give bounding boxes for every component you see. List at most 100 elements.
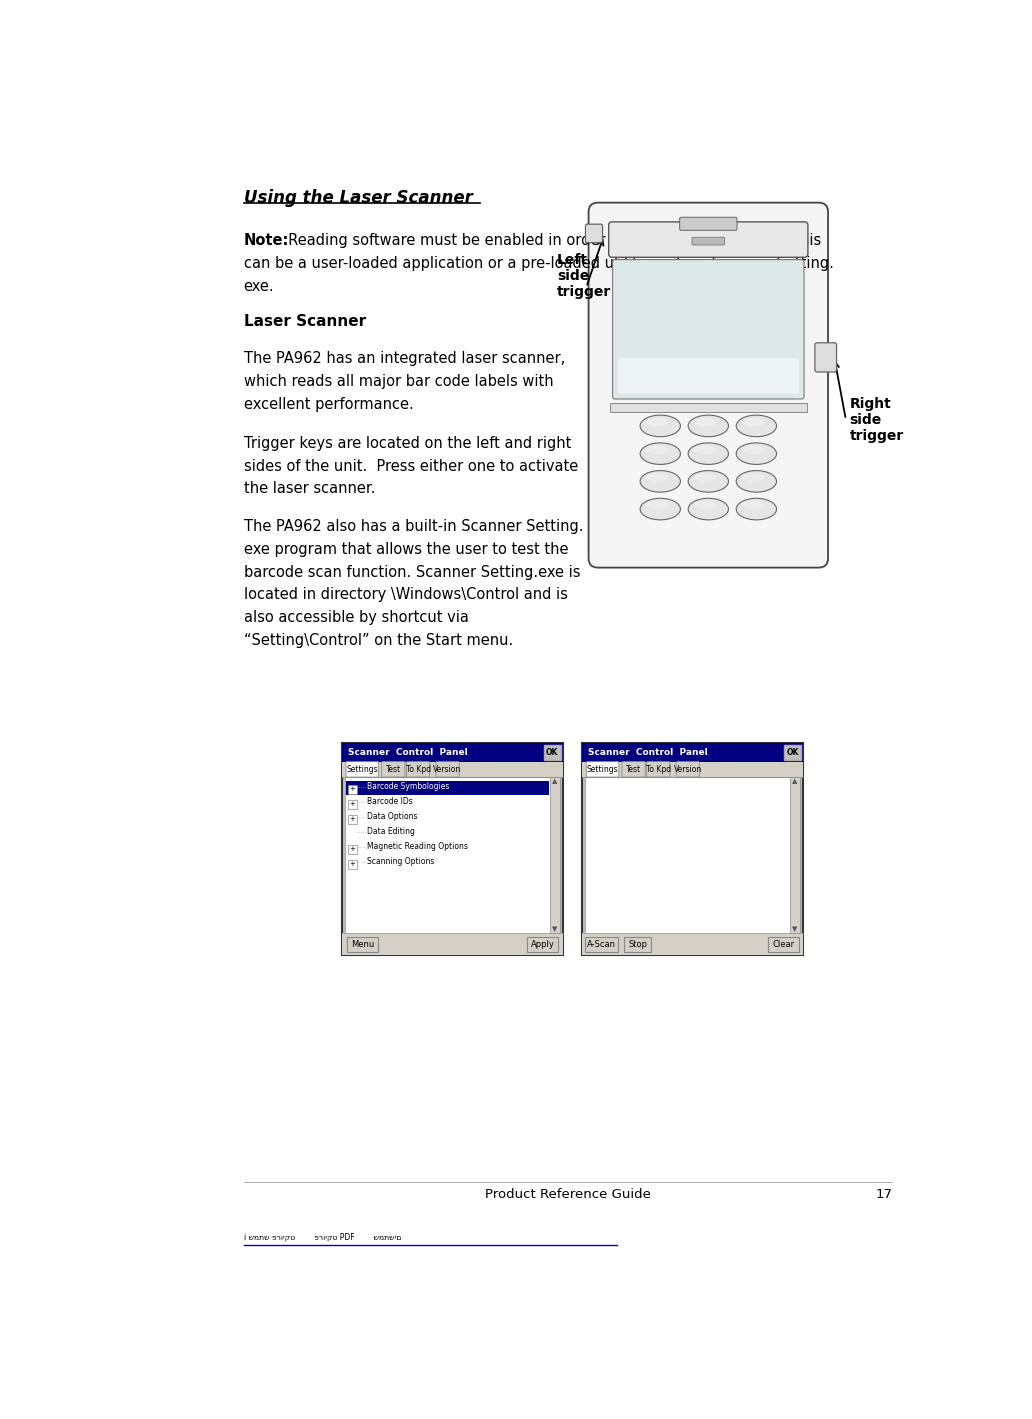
FancyBboxPatch shape — [436, 762, 459, 778]
Ellipse shape — [640, 443, 680, 464]
Text: Clear: Clear — [772, 939, 795, 949]
Ellipse shape — [742, 417, 765, 426]
Ellipse shape — [695, 417, 716, 426]
Text: +: + — [350, 786, 356, 792]
Text: Right
side
trigger: Right side trigger — [849, 397, 904, 443]
Text: ▼: ▼ — [793, 927, 798, 932]
Text: Apply: Apply — [530, 939, 555, 949]
Bar — [349, 800, 357, 809]
FancyBboxPatch shape — [680, 217, 737, 230]
Text: 17: 17 — [875, 1188, 893, 1202]
Bar — [349, 860, 357, 868]
Text: Scanner  Control  Panel: Scanner Control Panel — [348, 748, 467, 756]
FancyBboxPatch shape — [586, 762, 619, 778]
Text: Data Editing: Data Editing — [367, 827, 415, 836]
Bar — [544, 745, 560, 759]
Text: Stop: Stop — [628, 939, 647, 949]
Text: Note:: Note: — [244, 233, 289, 248]
FancyBboxPatch shape — [585, 224, 603, 243]
Text: A-Scan: A-Scan — [587, 939, 616, 949]
Text: Magnetic Reading Options: Magnetic Reading Options — [367, 843, 467, 851]
Text: +: + — [350, 861, 356, 867]
Text: ▼: ▼ — [552, 927, 557, 932]
Ellipse shape — [736, 498, 776, 519]
Ellipse shape — [695, 446, 716, 454]
Ellipse shape — [695, 473, 716, 482]
Ellipse shape — [646, 446, 669, 454]
Bar — [624, 937, 651, 952]
Text: exe.: exe. — [244, 280, 275, 294]
FancyBboxPatch shape — [609, 221, 808, 257]
FancyBboxPatch shape — [622, 762, 645, 778]
Text: Trigger keys are located on the left and right: Trigger keys are located on the left and… — [244, 436, 571, 451]
FancyBboxPatch shape — [618, 359, 799, 393]
Text: Barcode Symbologies: Barcode Symbologies — [367, 782, 449, 792]
Text: exe program that allows the user to test the: exe program that allows the user to test… — [244, 542, 569, 556]
Ellipse shape — [688, 471, 729, 492]
FancyBboxPatch shape — [346, 762, 379, 778]
Text: Reading software must be enabled in order to operate the scanner.  This: Reading software must be enabled in orde… — [279, 233, 820, 248]
Bar — [346, 780, 549, 795]
Text: +: + — [350, 816, 356, 823]
Text: located in directory \Windows\Control and is: located in directory \Windows\Control an… — [244, 587, 568, 602]
Text: Scanner  Control  Panel: Scanner Control Panel — [588, 748, 708, 756]
Bar — [784, 745, 801, 759]
Text: ▲: ▲ — [552, 778, 557, 783]
Bar — [582, 934, 803, 955]
Bar — [349, 846, 357, 854]
Bar — [347, 937, 378, 952]
Ellipse shape — [688, 443, 729, 464]
Ellipse shape — [736, 416, 776, 437]
Text: The PA962 has an integrated laser scanner,: The PA962 has an integrated laser scanne… — [244, 352, 565, 366]
Text: Data Options: Data Options — [367, 813, 417, 822]
Text: To Kpd: To Kpd — [406, 765, 430, 773]
Text: Laser Scanner: Laser Scanner — [244, 314, 365, 329]
Bar — [343, 934, 563, 955]
Ellipse shape — [742, 473, 765, 482]
Text: Settings: Settings — [347, 765, 378, 773]
Text: sides of the unit.  Press either one to activate: sides of the unit. Press either one to a… — [244, 458, 578, 474]
Ellipse shape — [640, 416, 680, 437]
Bar — [585, 937, 618, 952]
Text: Test: Test — [626, 765, 641, 773]
Text: also accessible by shortcut via: also accessible by shortcut via — [244, 610, 469, 624]
Bar — [585, 778, 800, 934]
FancyBboxPatch shape — [692, 237, 724, 245]
Text: excellent performance.: excellent performance. — [244, 397, 414, 412]
Bar — [768, 937, 799, 952]
Text: Settings: Settings — [587, 765, 618, 773]
Text: OK: OK — [546, 748, 558, 756]
Text: To Kpd: To Kpd — [646, 765, 671, 773]
Ellipse shape — [742, 446, 765, 454]
Ellipse shape — [688, 416, 729, 437]
Text: Scanning Options: Scanning Options — [367, 857, 434, 867]
Text: barcode scan function. Scanner Setting.exe is: barcode scan function. Scanner Setting.e… — [244, 565, 580, 579]
Text: The PA962 also has a built-in Scanner Setting.: The PA962 also has a built-in Scanner Se… — [244, 519, 583, 534]
Text: can be a user-loaded application or a pre-loaded utility such as Scanner Setting: can be a user-loaded application or a pr… — [244, 257, 834, 271]
Text: Version: Version — [433, 765, 461, 773]
Bar — [343, 744, 563, 955]
Text: ▲: ▲ — [793, 778, 798, 783]
FancyBboxPatch shape — [382, 762, 405, 778]
Ellipse shape — [646, 473, 669, 482]
Text: which reads all major bar code labels with: which reads all major bar code labels wi… — [244, 375, 553, 389]
Bar — [343, 744, 563, 762]
Text: Version: Version — [674, 765, 702, 773]
Text: Test: Test — [386, 765, 400, 773]
Ellipse shape — [640, 471, 680, 492]
Text: +: + — [350, 846, 356, 853]
Bar — [343, 762, 563, 778]
Bar — [582, 744, 803, 955]
Bar — [791, 778, 800, 934]
FancyBboxPatch shape — [588, 203, 828, 568]
FancyBboxPatch shape — [676, 762, 700, 778]
Text: +: + — [350, 802, 356, 807]
Ellipse shape — [736, 471, 776, 492]
Text: Left
side
trigger: Left side trigger — [557, 253, 611, 299]
Bar — [582, 744, 803, 762]
Bar — [346, 778, 560, 934]
Text: Barcode IDs: Barcode IDs — [367, 797, 413, 806]
Bar — [527, 937, 558, 952]
Ellipse shape — [695, 501, 716, 509]
FancyBboxPatch shape — [613, 260, 804, 399]
